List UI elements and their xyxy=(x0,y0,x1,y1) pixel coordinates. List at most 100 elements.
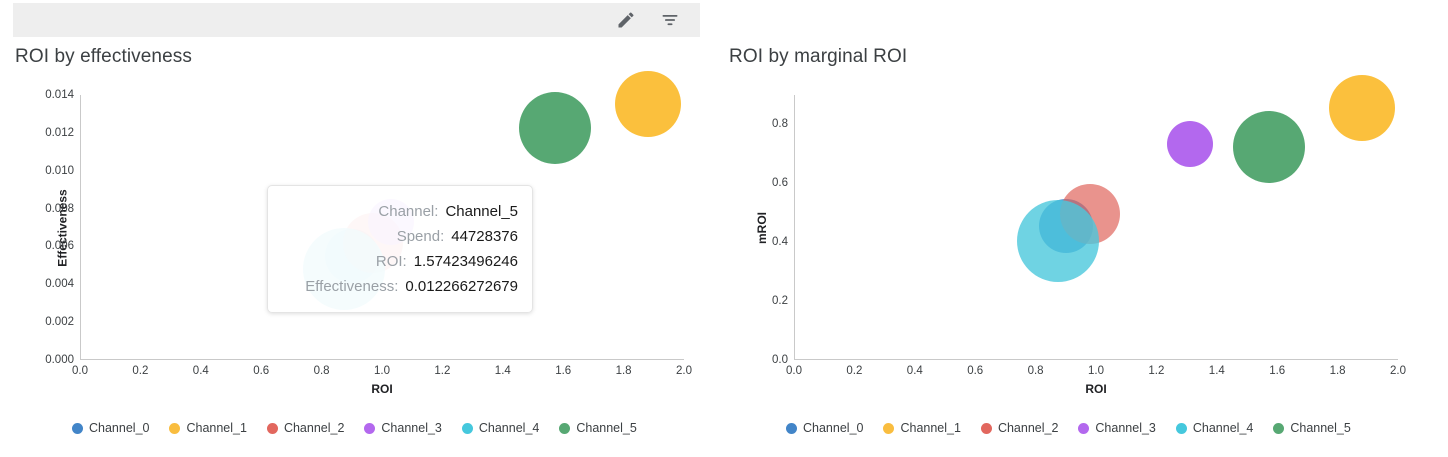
x-axis-tick: 0.0 xyxy=(786,365,802,377)
x-axis-tick: 0.2 xyxy=(846,365,863,377)
legend-swatch-icon xyxy=(1273,422,1285,434)
legend-item-label: Channel_3 xyxy=(1095,421,1156,435)
legend-item-label: Channel_2 xyxy=(997,421,1059,435)
legend-item-channel_0[interactable]: Channel_0 xyxy=(786,421,863,435)
x-axis-tick: 0.4 xyxy=(192,365,209,377)
tooltip-value: 0.012266272679 xyxy=(405,278,518,295)
panel-roi-by-effectiveness: ROI by effectiveness Effectiveness ROI 0… xyxy=(0,40,714,457)
y-axis-tick: 0.8 xyxy=(772,118,788,131)
y-axis-tick: 0.002 xyxy=(45,316,74,329)
legend-item-label: Channel_4 xyxy=(1192,421,1254,435)
legend-item-label: Channel_0 xyxy=(89,421,150,435)
legend-item-channel_2[interactable]: Channel_2 xyxy=(980,421,1059,435)
x-axis-tick: 1.4 xyxy=(1208,365,1225,377)
y-axis-tick: 0.000 xyxy=(45,354,74,366)
x-axis-tick: 0.4 xyxy=(906,365,923,377)
pencil-icon[interactable] xyxy=(614,8,638,32)
legend-item-channel_1[interactable]: Channel_1 xyxy=(883,421,961,435)
legend-item-channel_1[interactable]: Channel_1 xyxy=(169,421,247,435)
panel-roi-by-marginal-roi: ROI by marginal ROI mROI ROI 0.0 0.2 0.4 0.… xyxy=(714,40,1428,457)
x-axis-tick: 1.4 xyxy=(494,365,511,377)
legend-item-channel_5[interactable]: Channel_5 xyxy=(1273,421,1351,435)
legend-swatch-icon xyxy=(169,422,181,434)
legend-swatch-icon xyxy=(461,422,473,434)
legend-swatch-icon xyxy=(72,422,83,434)
y-axis-label: Effectiveness xyxy=(55,188,70,267)
tooltip-row: ROI: 1.57423496246 xyxy=(278,249,518,274)
y-axis-tick: 0.008 xyxy=(45,202,74,215)
legend-item-label: Channel_3 xyxy=(381,421,442,435)
page-title: ROI by marginal ROI xyxy=(729,46,908,67)
y-axis-tick: 0.004 xyxy=(45,278,74,291)
legend-item-channel_4[interactable]: Channel_4 xyxy=(461,421,539,435)
legend-item-channel_4[interactable]: Channel_4 xyxy=(1175,421,1254,435)
x-axis-tick: 0.6 xyxy=(967,365,984,377)
legend-item-channel_3[interactable]: Channel_3 xyxy=(364,421,442,435)
tooltip-value: Channel_5 xyxy=(445,203,518,220)
tooltip-value: 44728376 xyxy=(451,228,518,245)
y-axis-line xyxy=(794,95,795,360)
bubble-channel_5[interactable] xyxy=(1233,110,1306,183)
x-axis-tick: 1.0 xyxy=(374,365,390,377)
legend-item-channel_0[interactable]: Channel_0 xyxy=(72,421,149,435)
x-axis-tick: 0.0 xyxy=(72,365,88,377)
legend-item-label: Channel_5 xyxy=(1290,421,1351,435)
x-axis-line xyxy=(794,359,1398,360)
tooltip-row: Channel: Channel_5 xyxy=(278,199,518,224)
tooltip-key: ROI: xyxy=(375,253,407,270)
legend-swatch-icon xyxy=(786,422,797,434)
x-axis-tick: 0.8 xyxy=(313,365,330,377)
y-axis-tick: 0.010 xyxy=(45,164,74,177)
x-axis-tick: 1.8 xyxy=(1329,365,1346,377)
bubble-channel_1[interactable] xyxy=(1328,75,1395,142)
legend-swatch-icon xyxy=(266,422,278,434)
plot-area-roi-by-marginal-roi[interactable]: mROI ROI 0.0 0.2 0.4 0.6 0.8 0.0 0.2 0.4 0.6 0.8 1… xyxy=(755,75,1406,396)
chart-tooltip: Channel: Channel_5 Spend: 44728376 ROI: 1.574… xyxy=(267,185,533,313)
legend-swatch-icon xyxy=(980,422,992,434)
legend-item-channel_3[interactable]: Channel_3 xyxy=(1078,421,1156,435)
bubble-channel_5[interactable] xyxy=(519,91,592,164)
y-axis-tick: 0.0 xyxy=(772,354,788,366)
bubble-channel_4[interactable] xyxy=(1017,199,1100,282)
tooltip-row: Effectiveness: 0.012266272679 xyxy=(278,274,518,299)
page-title: ROI by effectiveness xyxy=(15,46,192,67)
tooltip-row: Spend: 44728376 xyxy=(278,224,518,249)
legend-swatch-icon xyxy=(559,422,571,434)
legend-item-label: Channel_2 xyxy=(283,421,345,435)
x-axis-tick: 1.8 xyxy=(615,365,632,377)
bubble-channel_3[interactable] xyxy=(1166,120,1213,167)
x-axis-tick: 1.2 xyxy=(1148,365,1165,377)
legend-item-label: Channel_1 xyxy=(186,421,247,435)
y-axis-tick: 0.4 xyxy=(772,236,788,249)
x-axis-tick: 0.6 xyxy=(253,365,270,377)
chart-legend[interactable]: Channel_0 Channel_1 Channel_2 Channel_3 Chan… xyxy=(72,421,637,435)
y-axis-tick: 0.014 xyxy=(45,89,74,101)
tooltip-value: 1.57423496246 xyxy=(413,253,518,270)
x-axis-label: ROI xyxy=(1085,382,1107,396)
x-axis-tick: 0.8 xyxy=(1027,365,1044,377)
filter-icon[interactable] xyxy=(658,8,682,32)
legend-swatch-icon xyxy=(883,422,895,434)
legend-swatch-icon xyxy=(1175,422,1187,434)
x-axis-tick: 1.0 xyxy=(1088,365,1104,377)
x-axis-tick: 1.2 xyxy=(434,365,451,377)
legend-item-channel_5[interactable]: Channel_5 xyxy=(559,421,637,435)
legend-swatch-icon xyxy=(1078,422,1090,434)
bubble-channel_1[interactable] xyxy=(614,70,681,137)
x-axis-tick: 1.6 xyxy=(1269,365,1286,377)
chart-legend[interactable]: Channel_0 Channel_1 Channel_2 Channel_3 Chan… xyxy=(786,421,1351,435)
x-axis-label: ROI xyxy=(371,382,393,396)
chart-toolbar xyxy=(13,3,700,37)
x-axis-tick: 2.0 xyxy=(676,365,692,377)
y-axis-tick: 0.2 xyxy=(772,295,788,308)
tooltip-key: Spend: xyxy=(396,228,445,245)
legend-item-label: Channel_1 xyxy=(900,421,961,435)
y-axis-line xyxy=(80,95,81,360)
y-axis-label: mROI xyxy=(755,211,770,244)
legend-item-channel_2[interactable]: Channel_2 xyxy=(266,421,345,435)
y-axis-tick: 0.012 xyxy=(45,126,74,139)
x-axis-tick: 2.0 xyxy=(1390,365,1406,377)
x-axis-line xyxy=(80,359,684,360)
x-axis-tick: 1.6 xyxy=(555,365,572,377)
